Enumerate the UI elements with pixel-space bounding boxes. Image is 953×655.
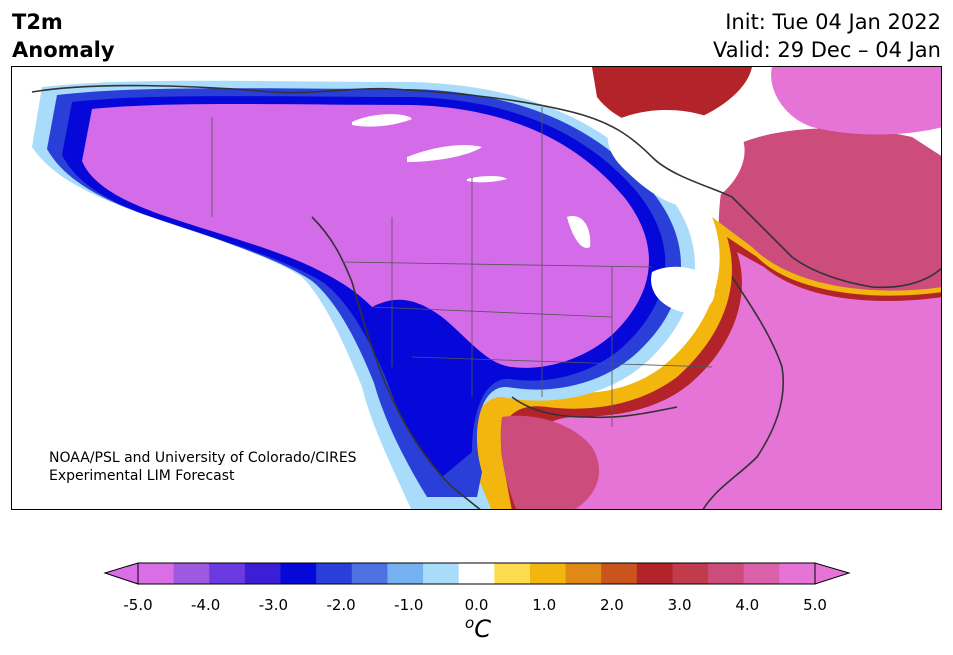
colorbar-tick-label: -3.0 <box>258 596 289 614</box>
credit-line-2: Experimental LIM Forecast <box>49 468 235 484</box>
colorbar-under-arrow <box>103 562 139 585</box>
colorbar-segment <box>743 563 780 584</box>
colorbar-segment <box>173 563 210 584</box>
warm-region-texas <box>500 415 600 509</box>
coastlines <box>31 84 941 509</box>
colorbar-outline <box>137 562 816 585</box>
init-date: Init: Tue 04 Jan 2022 <box>725 10 941 34</box>
warm-region-canada-east <box>718 128 941 308</box>
colorbar-segment <box>209 563 246 584</box>
lake-region-3 <box>467 176 507 183</box>
chart-title: T2m Anomaly <box>12 8 115 64</box>
lake-region-1 <box>352 114 412 127</box>
map-svg <box>12 67 941 509</box>
colorbar-segment <box>280 563 317 584</box>
great-lakes <box>651 266 715 313</box>
title-line-variable: T2m <box>12 10 63 34</box>
credit-line-1: NOAA/PSL and University of Colorado/CIRE… <box>49 450 357 466</box>
colorbar-tick-label: -1.0 <box>394 596 424 614</box>
colorbar-over-arrow <box>814 562 851 585</box>
colorbar-segment <box>423 563 460 584</box>
lake-region-2 <box>407 145 482 162</box>
colorbar-tick-label: 5.0 <box>803 596 827 614</box>
hudson-bay <box>607 110 745 208</box>
valid-range: Valid: 29 Dec – 04 Jan <box>712 38 941 62</box>
colorbar-segment <box>708 563 745 584</box>
colorbar-tick-label: 2.0 <box>599 596 624 614</box>
colorbar-segment <box>601 563 638 584</box>
anomaly-map <box>11 66 942 510</box>
colorbar-tick-label: -2.0 <box>326 596 356 614</box>
colorbar-tick-label: 1.0 <box>532 596 557 614</box>
colorbar-unit-label: oC <box>465 614 491 643</box>
colorbar-segment <box>494 563 531 584</box>
colorbar-segment <box>779 563 816 584</box>
colorbar-segment <box>351 563 388 584</box>
colorbar <box>103 562 851 585</box>
warm-region-greenland <box>771 67 941 135</box>
title-line-anomaly: Anomaly <box>12 38 115 62</box>
colorbar-segment <box>138 563 175 584</box>
unit-celsius: C <box>474 615 491 643</box>
unit-degree: o <box>465 614 475 632</box>
lake-region-4 <box>567 216 591 248</box>
colorbar-segment <box>244 563 282 584</box>
colorbar-tick-label: 3.0 <box>667 596 692 614</box>
colorbar-segment <box>672 563 709 584</box>
colorbar-tick-label: -5.0 <box>123 596 153 614</box>
colorbar-tick-label: 0.0 <box>464 596 489 614</box>
warm-region-us-east <box>531 252 941 509</box>
forecast-dates: Init: Tue 04 Jan 2022 Valid: 29 Dec – 04… <box>713 8 941 64</box>
colorbar-segment <box>387 563 424 584</box>
colorbar-segments <box>138 563 816 584</box>
credit-text: NOAA/PSL and University of Colorado/CIRE… <box>49 449 357 485</box>
colorbar-tick-label: 4.0 <box>735 596 760 614</box>
colorbar-segment <box>316 563 353 584</box>
cold-core <box>82 104 649 368</box>
colorbar-segment <box>529 563 567 584</box>
colorbar-tick-label: -4.0 <box>191 596 221 614</box>
colorbar-segment <box>636 563 673 584</box>
colorbar-segment <box>565 563 602 584</box>
colorbar-segment <box>458 563 495 584</box>
political-borders <box>211 107 713 427</box>
warm-region-arctic-islands <box>592 67 752 128</box>
